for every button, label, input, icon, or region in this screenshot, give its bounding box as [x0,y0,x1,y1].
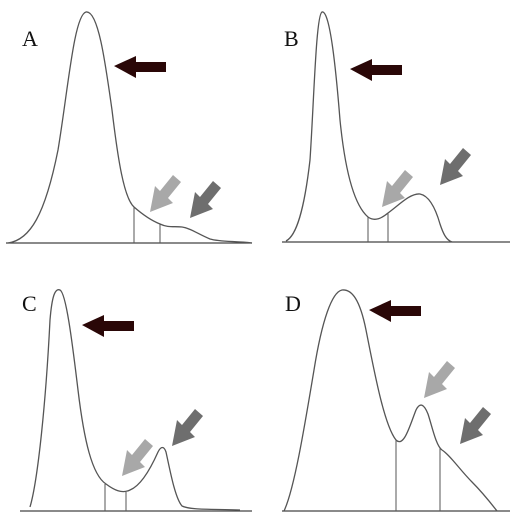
panel-c: C [20,289,252,512]
panel-d-letter: D [285,291,301,316]
down-left-arrow-icon [150,175,181,212]
panel-d-main-peak-arrow [369,300,421,322]
down-left-arrow-icon [382,170,413,207]
panel-c-letter: C [22,291,37,316]
panel-c-trace [29,289,241,511]
down-left-arrow-icon [424,361,455,398]
panel-a: A [6,11,253,244]
left-arrow-icon [82,315,134,337]
panel-a-second-peak-arrow [150,175,181,212]
down-left-arrow-icon [172,409,203,446]
panel-c-third-peak-arrow [172,409,203,446]
panel-b-letter: B [284,26,299,51]
left-arrow-icon [369,300,421,322]
panel-d-trace [283,289,498,512]
down-left-arrow-icon [122,439,153,476]
panel-d-third-peak-arrow [460,407,491,444]
panel-a-main-peak-arrow [114,56,166,78]
panel-d: D [282,289,510,512]
panel-b-trace [285,11,453,243]
panel-b-second-peak-arrow [382,170,413,207]
panel-a-letter: A [22,26,38,51]
panel-b-third-peak-arrow [440,148,471,185]
panel-a-trace [7,11,253,244]
left-arrow-icon [350,59,402,81]
panel-a-third-peak-arrow [190,181,221,218]
panel-b: B [282,11,510,243]
down-left-arrow-icon [440,148,471,185]
panel-b-main-peak-arrow [350,59,402,81]
down-left-arrow-icon [190,181,221,218]
panel-d-second-peak-arrow [424,361,455,398]
down-left-arrow-icon [460,407,491,444]
panel-c-main-peak-arrow [82,315,134,337]
left-arrow-icon [114,56,166,78]
panel-c-second-peak-arrow [122,439,153,476]
